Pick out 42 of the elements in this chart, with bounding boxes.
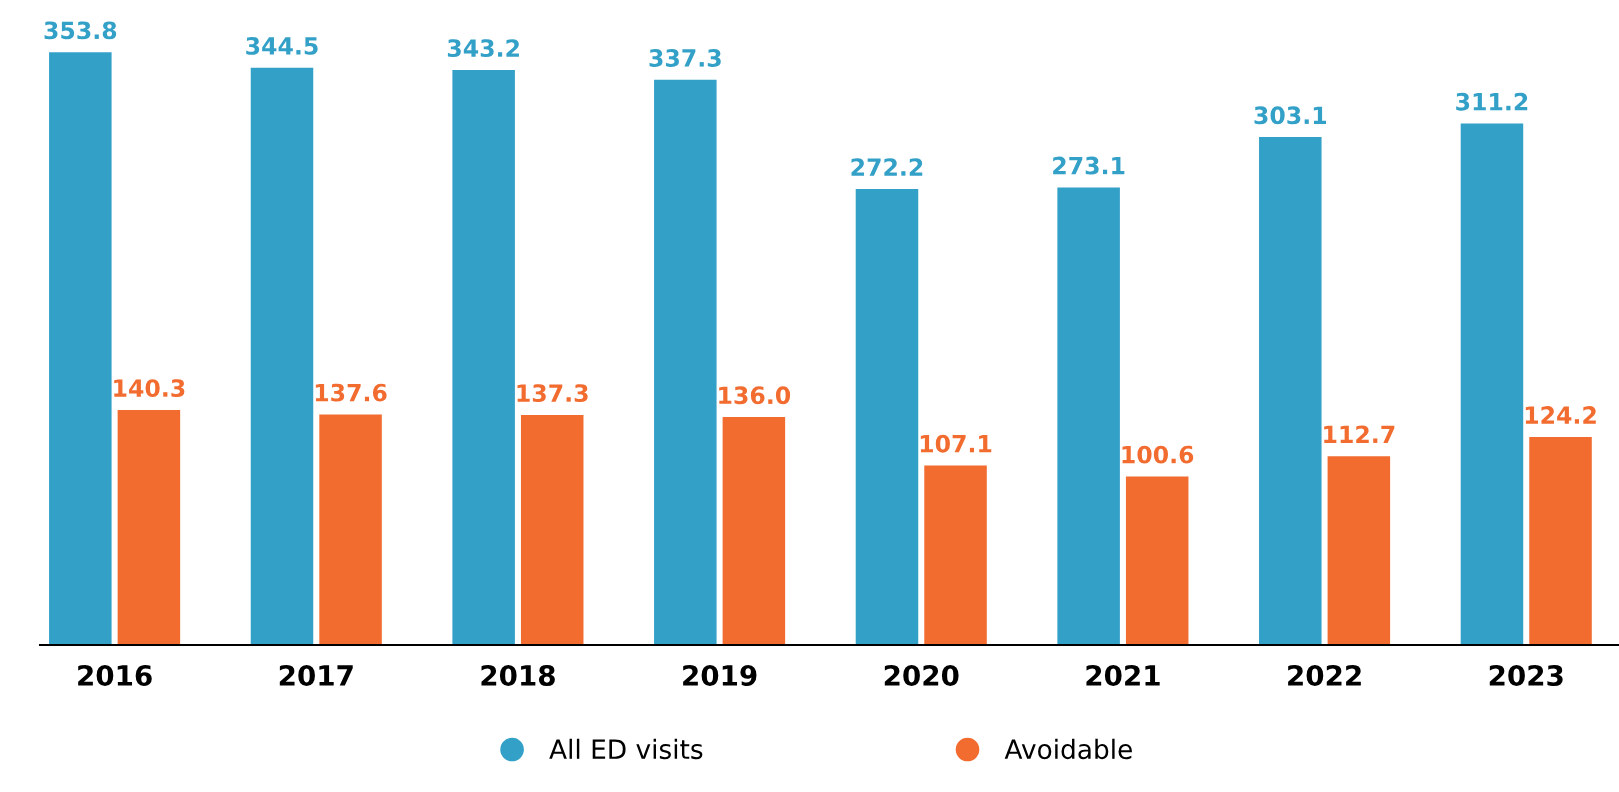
x-tick-label: 2021 <box>1086 664 1160 686</box>
bar <box>924 465 987 645</box>
bar <box>452 69 515 645</box>
data-label: 140.3 <box>114 379 185 397</box>
bar <box>520 414 584 645</box>
x-tick-label: 2019 <box>683 664 757 686</box>
data-label: 137.3 <box>517 384 588 403</box>
data-label: 353.8 <box>44 21 117 40</box>
data-label: 337.3 <box>649 49 721 67</box>
data-label: 272.2 <box>851 158 923 176</box>
bar <box>319 414 382 645</box>
data-label: 112.7 <box>1324 425 1395 443</box>
x-tick-label: 2018 <box>481 664 555 686</box>
bar <box>1327 456 1391 645</box>
bar <box>49 52 112 645</box>
bar <box>1057 187 1120 645</box>
bar <box>1529 436 1592 645</box>
bar <box>117 409 181 645</box>
data-label: 303.1 <box>1254 106 1327 125</box>
x-tick-label: 2023 <box>1489 664 1563 686</box>
data-label: 107.1 <box>920 434 992 453</box>
x-tick-label: 2017 <box>279 664 353 686</box>
data-label: 137.6 <box>315 383 387 402</box>
bar <box>1460 123 1524 645</box>
bar <box>1259 137 1322 645</box>
bar <box>722 417 786 645</box>
x-tick-label: 2020 <box>884 664 959 686</box>
data-label: 273.1 <box>1053 156 1125 175</box>
data-label: 311.2 <box>1456 92 1528 111</box>
bar <box>1125 476 1189 645</box>
data-label: 124.2 <box>1525 406 1596 424</box>
x-tick-label: 2016 <box>78 664 152 686</box>
legend-label: Avoidable <box>1004 738 1132 760</box>
data-label: 343.2 <box>447 39 519 58</box>
bar <box>855 188 919 645</box>
legend-label: All ED visits <box>549 738 703 760</box>
data-label: 136.0 <box>719 386 791 405</box>
data-label: 100.6 <box>1122 445 1194 464</box>
bar <box>654 79 717 645</box>
data-label: 344.5 <box>246 36 318 55</box>
x-tick-label: 2022 <box>1288 664 1361 686</box>
bar <box>250 67 314 645</box>
